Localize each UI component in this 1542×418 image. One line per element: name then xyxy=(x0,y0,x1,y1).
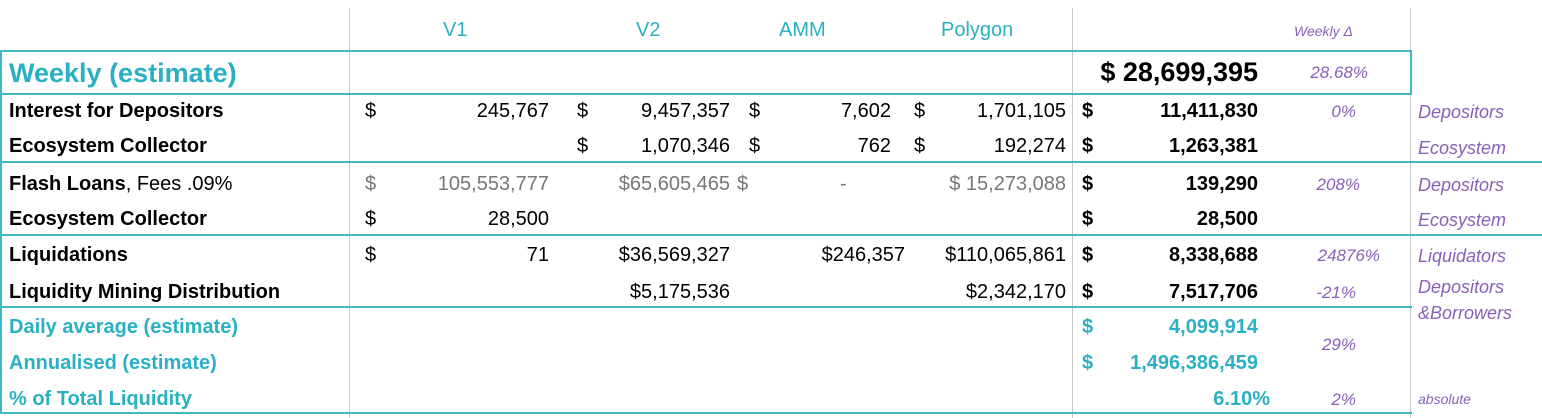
daily-average-label: Daily average (estimate) xyxy=(9,316,239,338)
amm-value: 762 xyxy=(857,135,891,157)
row-delta: 0% xyxy=(1331,102,1356,121)
polygon-value: $ 15,273,088 xyxy=(949,173,1066,195)
currency-symbol: $ xyxy=(365,100,377,122)
weekly-estimate-label: Weekly (estimate) xyxy=(9,58,237,88)
currency-symbol: $ xyxy=(365,173,377,195)
currency-symbol: $ xyxy=(914,100,926,122)
table-border-left xyxy=(0,50,2,414)
row-separator xyxy=(0,161,1542,163)
polygon-value: 192,274 xyxy=(993,135,1066,157)
currency-symbol: $ xyxy=(749,100,761,122)
weekly-delta: 28.68% xyxy=(1310,63,1368,82)
column-header-v2: V2 xyxy=(636,19,661,41)
currency-symbol: $ xyxy=(1082,208,1094,230)
v2-value: 9,457,357 xyxy=(641,100,730,122)
row-delta: -21% xyxy=(1316,283,1356,302)
recipient-label: Liquidators xyxy=(1418,246,1507,266)
currency-symbol: $ xyxy=(749,135,761,157)
polygon-value: $2,342,170 xyxy=(965,281,1066,303)
recipient-label: Depositors xyxy=(1418,277,1505,297)
row-label: Interest for Depositors xyxy=(9,100,224,122)
currency-symbol: $ xyxy=(914,135,926,157)
daily-average-value: 4,099,914 xyxy=(1169,316,1258,338)
col-divider xyxy=(349,8,350,418)
combined-delta: 29% xyxy=(1321,335,1356,354)
row-delta: 24876% xyxy=(1317,246,1380,265)
column-header-v1: V1 xyxy=(443,19,468,41)
amm-value: - xyxy=(840,173,847,195)
currency-symbol: $ xyxy=(365,208,377,230)
currency-symbol: $ xyxy=(577,100,589,122)
amm-value: $246,357 xyxy=(821,244,905,266)
amm-value: 7,602 xyxy=(840,100,891,122)
table-border-right xyxy=(1410,50,1412,94)
row-separator xyxy=(0,306,1412,308)
v2-value: $36,569,327 xyxy=(618,244,730,266)
v1-value: 245,767 xyxy=(476,100,549,122)
row-separator xyxy=(0,234,1542,236)
annualised-label: Annualised (estimate) xyxy=(9,352,217,374)
v2-value: $5,175,536 xyxy=(629,281,730,303)
column-header-weekly-delta: Weekly Δ xyxy=(1294,23,1353,39)
row-label: Liquidations xyxy=(9,244,128,266)
weekly-total: $ 28,699,395 xyxy=(1100,57,1258,87)
currency-symbol: $ xyxy=(1082,135,1094,157)
col-divider xyxy=(1072,8,1073,418)
table-border-top xyxy=(0,50,1412,52)
table-border-bottom xyxy=(0,412,1412,414)
total-liquidity-delta: 2% xyxy=(1331,390,1356,409)
col-divider xyxy=(1410,8,1411,418)
total-liquidity-value: 6.10% xyxy=(1213,388,1270,410)
row-label: Flash Loans, Fees .09% xyxy=(9,174,232,194)
currency-symbol: $ xyxy=(1082,173,1094,195)
v1-value: 105,553,777 xyxy=(437,173,549,195)
total-value: 11,411,830 xyxy=(1160,100,1258,122)
currency-symbol: $ xyxy=(1082,281,1094,303)
row-label-main: Flash Loans xyxy=(9,173,126,195)
currency-symbol: $ xyxy=(1082,352,1094,374)
total-value: 139,290 xyxy=(1185,173,1258,195)
total-value: 8,338,688 xyxy=(1169,244,1258,266)
total-value: 28,500 xyxy=(1196,208,1258,230)
column-header-amm: AMM xyxy=(779,19,826,41)
recipient-label: Ecosystem xyxy=(1418,138,1507,158)
row-delta: 208% xyxy=(1316,175,1360,194)
recipient-label: Ecosystem xyxy=(1418,210,1507,230)
currency-symbol: $ xyxy=(737,173,749,195)
total-value: 7,517,706 xyxy=(1169,281,1258,303)
currency-symbol: $ xyxy=(1082,100,1094,122)
currency-symbol: $ xyxy=(577,135,589,157)
recipient-label: Depositors xyxy=(1418,175,1505,195)
v2-value: $65,605,465 xyxy=(618,173,730,195)
polygon-value: 1,701,105 xyxy=(977,100,1066,122)
recipient-label: &Borrowers xyxy=(1418,303,1513,323)
row-label: Ecosystem Collector xyxy=(9,135,207,157)
annualised-value: 1,496,386,459 xyxy=(1130,352,1258,374)
currency-symbol: $ xyxy=(1082,244,1094,266)
polygon-value: $110,065,861 xyxy=(945,244,1066,266)
total-value: 1,263,381 xyxy=(1169,135,1258,157)
row-label: Liquidity Mining Distribution xyxy=(9,281,281,303)
absolute-note: absolute xyxy=(1418,391,1471,407)
v1-value: 28,500 xyxy=(487,208,549,230)
row-label: Ecosystem Collector xyxy=(9,208,207,230)
recipient-label: Depositors xyxy=(1418,102,1505,122)
currency-symbol: $ xyxy=(365,244,377,266)
currency-symbol: $ xyxy=(1082,316,1094,338)
row-label-suffix: , Fees .09% xyxy=(125,173,233,195)
row-separator xyxy=(0,93,1412,95)
column-header-polygon: Polygon xyxy=(941,19,1014,41)
v1-value: 71 xyxy=(526,244,549,266)
total-liquidity-label: % of Total Liquidity xyxy=(9,388,192,410)
v2-value: 1,070,346 xyxy=(641,135,730,157)
